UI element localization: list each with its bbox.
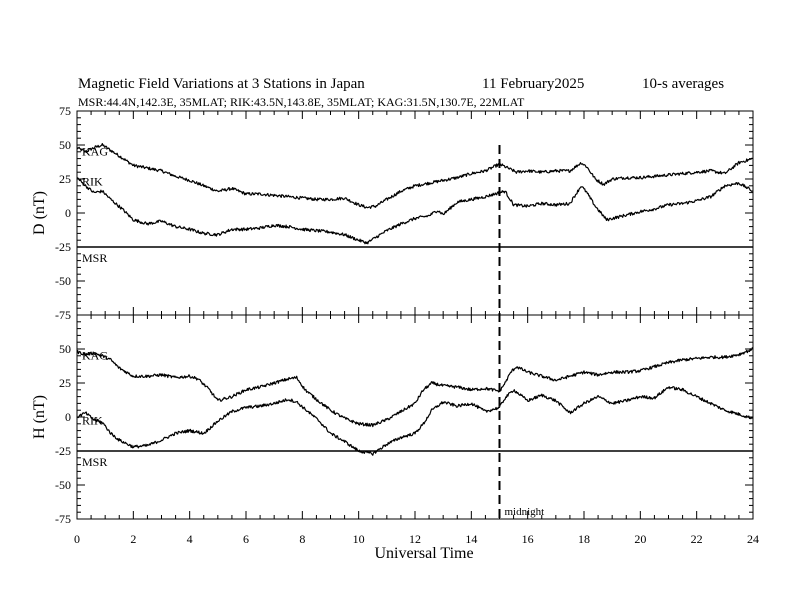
midnight-marker-label: midnight <box>505 506 545 518</box>
x-tick-label: 14 <box>465 532 477 546</box>
x-tick-label: 16 <box>522 532 534 546</box>
x-tick-label: 18 <box>578 532 590 546</box>
x-tick-label: 20 <box>634 532 646 546</box>
x-tick-label: 0 <box>74 532 80 546</box>
chart-title: Magnetic Field Variations at 3 Stations … <box>78 76 365 92</box>
x-tick-label: 4 <box>187 532 193 546</box>
series-label-rik: RIK <box>82 414 103 428</box>
y-tick-label: -25 <box>55 444 71 458</box>
panel-frame <box>76 110 754 316</box>
midnight-marker-group: midnight <box>498 145 545 519</box>
y-tick-label: -50 <box>55 274 71 288</box>
x-tick-label: 2 <box>130 532 136 546</box>
x-tick-label: 12 <box>409 532 421 546</box>
y-tick-label: -25 <box>55 240 71 254</box>
x-tick-label: 22 <box>691 532 703 546</box>
y-tick-label: 0 <box>65 410 71 424</box>
panel-horizontal: 50 25 0 -25 -50 -75 H (nT) KAG RIK MSR <box>31 314 754 526</box>
y-axis-label: D (nT) <box>31 191 48 235</box>
y-tick-label: 25 <box>59 172 71 186</box>
x-tick-label: 8 <box>299 532 305 546</box>
y-tick-label: 0 <box>65 206 71 220</box>
panel-declination: 75 50 25 0 -25 -50 -75 D (nT) KAG RIK MSR <box>31 104 754 322</box>
stations-line: MSR:44.4N,142.3E, 35MLAT; RIK:43.5N,143.… <box>78 95 525 109</box>
x-axis: 0 2 4 6 8 10 12 14 16 18 20 22 24 <box>74 532 759 546</box>
series-label-kag: KAG <box>82 144 108 158</box>
chart-averaging: 10-s averages <box>642 76 724 92</box>
y-tick-label: -50 <box>55 478 71 492</box>
y-tick-label: 75 <box>59 104 71 118</box>
series-label-rik: RIK <box>82 174 103 188</box>
panel-frame <box>76 314 754 520</box>
y-tick-label: 25 <box>59 376 71 390</box>
y-axis-label: H (nT) <box>31 395 48 439</box>
chart-date: 11 February2025 <box>482 76 584 92</box>
series-label-kag: KAG <box>82 348 108 362</box>
x-tick-label: 6 <box>243 532 249 546</box>
y-tick-label: 50 <box>59 342 71 356</box>
x-axis-label: Universal Time <box>374 545 473 562</box>
series-line-kag <box>76 143 754 209</box>
series-line-rik <box>76 386 754 456</box>
series-label-msr: MSR <box>82 251 107 265</box>
y-tick-label: -75 <box>55 308 71 322</box>
x-tick-label: 10 <box>353 532 365 546</box>
x-tick-label: 24 <box>747 532 759 546</box>
series-label-msr: MSR <box>82 455 107 469</box>
series-line-rik <box>76 177 754 245</box>
series-line-kag <box>76 347 754 428</box>
y-tick-label: 50 <box>59 138 71 152</box>
y-tick-label: -75 <box>55 512 71 526</box>
